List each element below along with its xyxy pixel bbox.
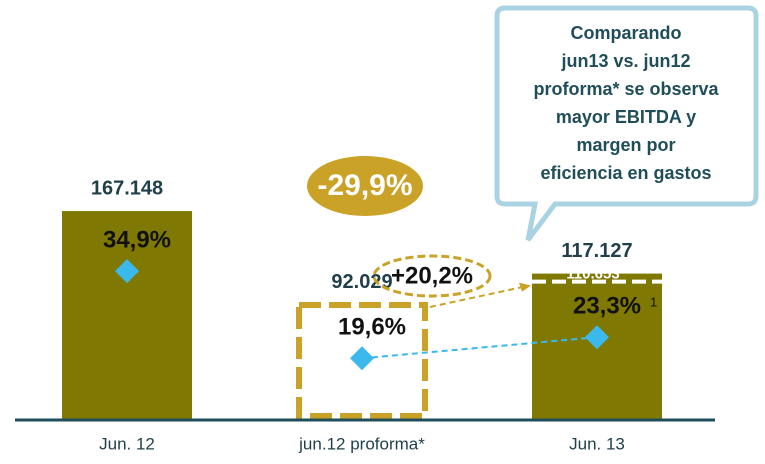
margin-label: 19,6% [338,314,406,341]
arrow-head [519,282,531,292]
callout-text: mayor EBITDA y [556,107,696,127]
callout-text: jun13 vs. jun12 [560,51,690,71]
callout-bubble [494,5,759,242]
proforma-bar [296,301,428,419]
x-tick-label: jun.12 proforma* [298,434,425,453]
value-label: 167.148 [91,177,163,199]
x-tick-label: Jun. 13 [569,434,625,453]
growth-arrow [429,284,530,308]
callout-text: proforma* se observa [533,79,719,99]
margin-marker [350,346,374,371]
margin-label: 34,9% [103,226,171,253]
change-badge [307,156,423,216]
increase-label: +20,2% [391,262,473,289]
callout-text: eficiencia en gastos [540,163,711,183]
footnote-mark: 1 [650,295,657,310]
value-label: 117.127 [561,240,632,262]
value-label: 92.029 [331,271,392,293]
x-tick-label: Jun. 12 [99,434,155,453]
reference-label: 110.653 [566,266,619,283]
callout-text: Comparando [570,23,681,43]
increase-badge [372,254,492,298]
margin-marker [585,325,609,350]
callout-text: margen por [576,135,675,155]
change-label: -29,9% [317,169,412,202]
bar [62,211,192,420]
margin-label: 23,3% [573,293,641,320]
margin-marker [115,259,139,284]
